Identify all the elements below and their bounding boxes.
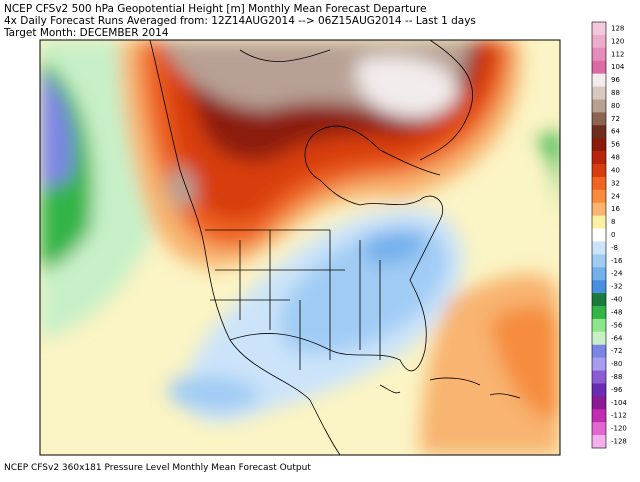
colorbar-swatch <box>592 370 606 384</box>
colorbar-swatch <box>592 151 606 165</box>
colorbar-swatch <box>592 306 606 320</box>
subtitle-line: 4x Daily Forecast Runs Averaged from: 12… <box>4 15 476 27</box>
colorbar-swatch <box>592 138 606 152</box>
colorbar-swatch <box>592 112 606 126</box>
colorbar-label: -24 <box>611 270 623 278</box>
colorbar: 128120112104968880726456484032241680-8-1… <box>591 21 627 449</box>
colorbar-swatch <box>592 409 606 423</box>
colorbar-label: 40 <box>611 166 620 174</box>
target-month: Target Month: DECEMBER 2014 <box>3 27 169 39</box>
colorbar-swatch <box>592 280 606 294</box>
colorbar-swatch <box>592 357 606 371</box>
anomaly-field <box>40 40 560 455</box>
colorbar-label: 48 <box>611 154 620 162</box>
colorbar-label: 80 <box>611 102 620 110</box>
colorbar-swatch <box>592 60 606 74</box>
colorbar-swatch <box>592 202 606 216</box>
colorbar-label: 0 <box>611 231 615 239</box>
title-line: NCEP CFSv2 500 hPa Geopotential Height [… <box>4 3 426 15</box>
colorbar-swatch <box>592 215 606 229</box>
colorbar-label: -72 <box>611 347 622 355</box>
colorbar-label: -64 <box>611 334 623 342</box>
colorbar-swatch <box>592 241 606 255</box>
colorbar-swatch <box>592 318 606 333</box>
colorbar-swatch <box>592 383 606 397</box>
colorbar-label: 88 <box>611 89 620 97</box>
colorbar-label: 104 <box>611 63 625 71</box>
colorbar-label: 72 <box>611 115 620 123</box>
colorbar-swatch <box>592 435 606 449</box>
colorbar-label: -16 <box>611 257 623 265</box>
map-frame <box>39 39 561 456</box>
colorbar-swatch <box>592 164 606 178</box>
colorbar-label: -120 <box>611 425 627 433</box>
colorbar-label: 56 <box>611 141 620 149</box>
colorbar-label: 24 <box>611 192 620 200</box>
colorbar-label: -96 <box>611 386 623 394</box>
colorbar-label: -8 <box>611 244 618 252</box>
map <box>40 40 560 455</box>
colorbar-label: -48 <box>611 308 622 316</box>
colorbar-swatch <box>592 254 606 268</box>
colorbar-label: -80 <box>611 360 622 368</box>
colorbar-label: -40 <box>611 296 622 304</box>
colorbar-label: 120 <box>611 37 624 45</box>
footer: NCEP CFSv2 360x181 Pressure Level Monthl… <box>4 463 311 473</box>
colorbar-swatch <box>592 34 606 49</box>
colorbar-label: 64 <box>611 128 620 136</box>
colorbar-swatch <box>592 22 606 36</box>
colorbar-swatch <box>592 99 606 113</box>
colorbar-label: -32 <box>611 283 622 291</box>
colorbar-swatch <box>592 125 606 139</box>
colorbar-label: 96 <box>611 76 620 84</box>
coastlines <box>149 40 521 455</box>
colorbar-swatch <box>592 293 606 307</box>
colorbar-swatch <box>592 86 606 100</box>
colorbar-frame <box>591 21 607 449</box>
colorbar-swatch <box>592 331 606 346</box>
colorbar-label: -56 <box>611 321 623 329</box>
colorbar-label: 32 <box>611 179 620 187</box>
colorbar-label: 112 <box>611 50 624 58</box>
colorbar-swatch <box>592 47 606 62</box>
colorbar-label: -112 <box>611 412 627 420</box>
colorbar-swatch <box>592 422 606 436</box>
colorbar-swatch <box>592 344 606 358</box>
colorbar-label: -104 <box>611 399 627 407</box>
colorbar-label: -88 <box>611 373 622 381</box>
colorbar-swatch <box>592 73 606 87</box>
colorbar-swatch <box>592 176 606 191</box>
colorbar-label: -128 <box>611 438 627 446</box>
colorbar-swatch <box>592 228 606 242</box>
colorbar-label: 16 <box>611 205 620 213</box>
colorbar-label: 8 <box>611 218 615 226</box>
colorbar-swatch <box>592 396 606 410</box>
colorbar-swatch <box>592 267 606 281</box>
colorbar-label: 128 <box>611 24 624 32</box>
colorbar-swatch <box>592 189 606 204</box>
